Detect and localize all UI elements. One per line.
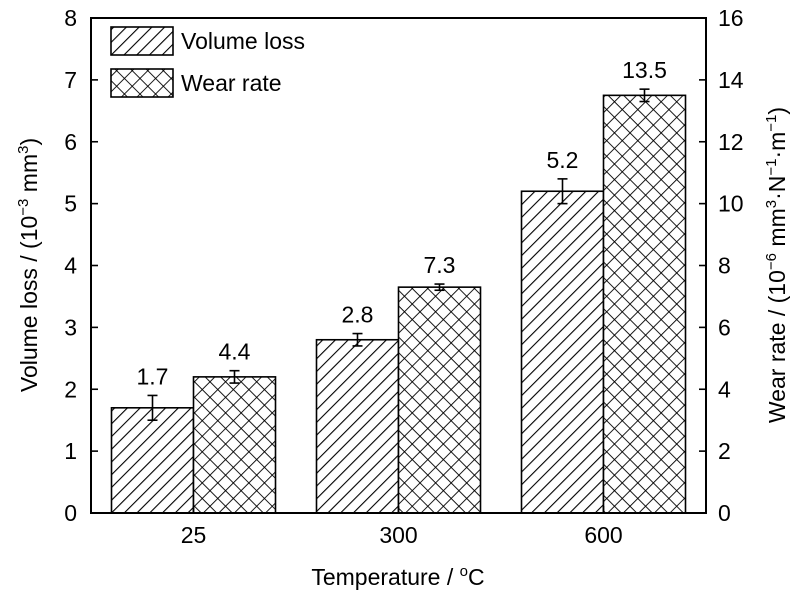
value-label-volume-loss-300: 2.8: [342, 302, 374, 328]
bar-volume-loss-300: [315, 338, 400, 514]
right-y-axis-title: Wear rate / (10−6 mm3·N−1·m−1): [763, 107, 790, 423]
left-tick-label-6: 6: [64, 129, 77, 155]
x-ticks: 25 300 600: [181, 506, 623, 548]
right-tick-label-8: 8: [718, 253, 731, 279]
right-tick-label-0: 0: [718, 500, 731, 526]
legend-swatch-wear-rate: [110, 68, 174, 98]
x-tick-label-25: 25: [181, 522, 207, 548]
bar-volume-loss-25: [110, 407, 195, 514]
value-label-wear-rate-25: 4.4: [219, 339, 251, 365]
left-tick-label-7: 7: [64, 67, 77, 93]
left-tick-label-4: 4: [64, 253, 77, 279]
left-y-axis-title: Volume loss / (10−3 mm3): [15, 138, 42, 392]
left-tick-label-0: 0: [64, 500, 77, 526]
bars-layer: [110, 94, 687, 514]
value-label-volume-loss-600: 5.2: [547, 147, 579, 173]
value-labels-layer: 1.7 4.4 2.8 7.3 5.2 13.5: [137, 57, 667, 389]
bar-wear-rate-25: [192, 376, 277, 514]
left-tick-label-5: 5: [64, 191, 77, 217]
legend-label-wear-rate: Wear rate: [181, 70, 282, 96]
x-axis-title: Temperature / oC: [311, 563, 484, 590]
value-label-wear-rate-300: 7.3: [424, 252, 456, 278]
right-y-ticks: 0 2 4 6 8 10 12 14 16: [699, 5, 744, 526]
x-tick-label-300: 300: [379, 522, 417, 548]
left-y-ticks: 0 1 2 3 4 5 6 7 8: [64, 5, 98, 526]
right-tick-label-14: 14: [718, 67, 744, 93]
left-tick-label-3: 3: [64, 314, 77, 340]
bar-wear-rate-600: [602, 94, 687, 514]
right-tick-label-16: 16: [718, 5, 744, 31]
bar-wear-rate-300: [397, 286, 482, 514]
right-tick-label-2: 2: [718, 438, 731, 464]
errorbars-layer: [147, 88, 650, 421]
legend-swatch-volume-loss: [110, 26, 174, 56]
legend: Volume loss Wear rate: [110, 26, 305, 98]
bar-volume-loss-600: [520, 190, 605, 514]
right-tick-label-10: 10: [718, 191, 744, 217]
left-tick-label-8: 8: [64, 5, 77, 31]
legend-label-volume-loss: Volume loss: [181, 28, 305, 54]
value-label-volume-loss-25: 1.7: [137, 363, 169, 389]
right-tick-label-4: 4: [718, 376, 731, 402]
right-tick-label-12: 12: [718, 129, 744, 155]
left-tick-label-2: 2: [64, 376, 77, 402]
left-tick-label-1: 1: [64, 438, 77, 464]
value-label-wear-rate-600: 13.5: [622, 57, 667, 83]
right-tick-label-6: 6: [718, 314, 731, 340]
x-tick-label-600: 600: [584, 522, 622, 548]
